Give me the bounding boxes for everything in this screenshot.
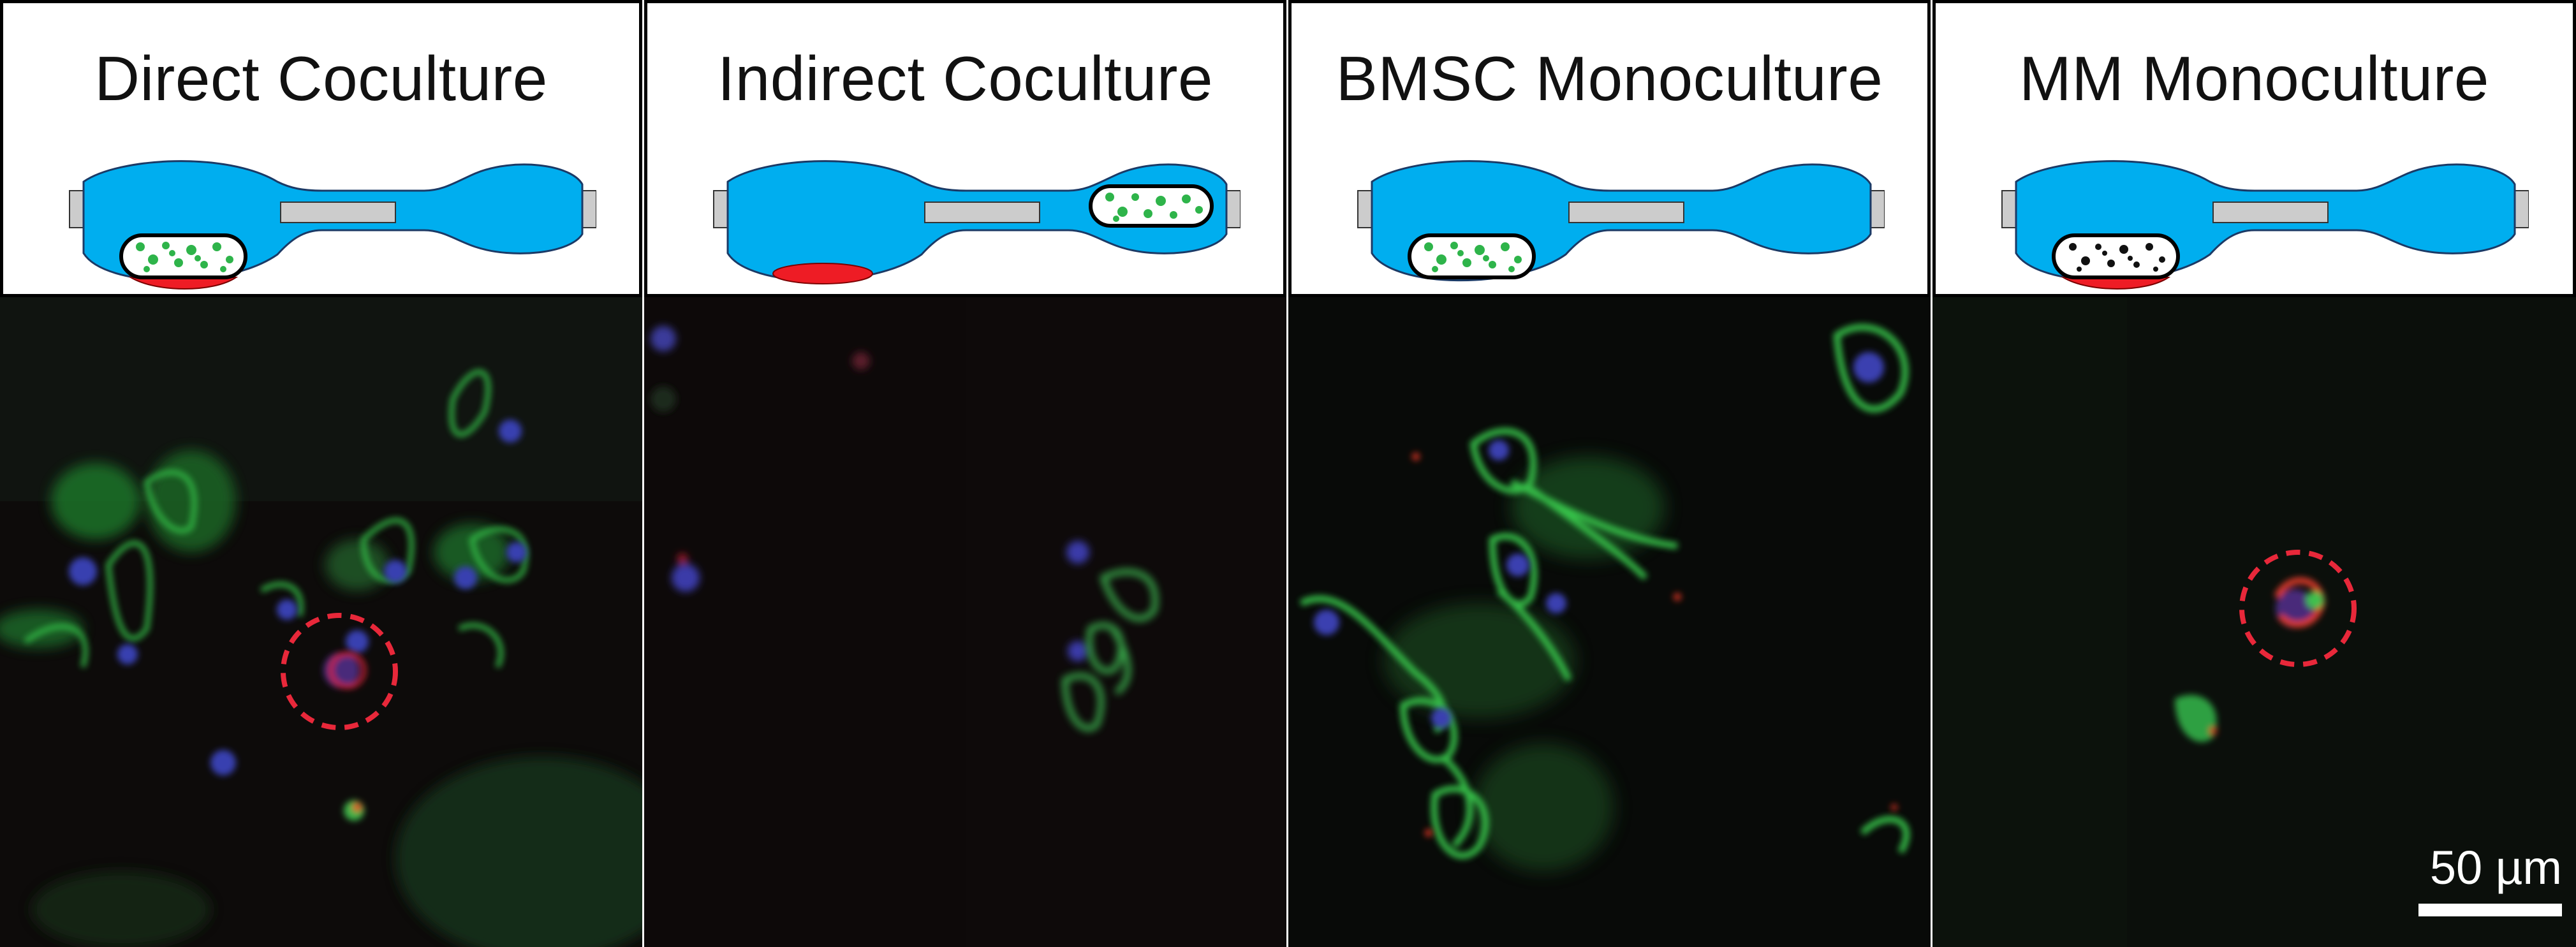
mm-cell-highlight-circle	[2239, 550, 2357, 667]
panel-title: BMSC Monoculture	[1336, 43, 1883, 114]
fluorescence-micrograph	[644, 297, 1286, 947]
panel-indirect-coculture: Indirect Coculture	[644, 0, 1286, 947]
bioreactor-schematic	[2001, 160, 2529, 290]
panel-title: MM Monoculture	[2019, 43, 2489, 114]
mm-cell-highlight-circle	[281, 613, 398, 730]
panel-header: MM Monoculture	[1932, 0, 2576, 297]
bioreactor-schematic	[69, 160, 596, 290]
bioreactor-schematic	[713, 160, 1240, 284]
bmsc-scaffold	[1408, 233, 1536, 279]
mm-cell-layer	[772, 263, 873, 284]
fluorescence-micrograph	[1288, 297, 1931, 947]
panel-mm-monoculture: MM Monoculture	[1932, 0, 2576, 947]
panel-title: Direct Coculture	[94, 43, 548, 114]
scale-bar	[2418, 904, 2562, 916]
empty-scaffold	[2052, 233, 2180, 279]
mm-cell-layer	[128, 277, 239, 290]
fluorescence-micrograph: 50 µm	[1932, 297, 2576, 947]
bmsc-scaffold	[1089, 184, 1214, 228]
panel-header: Indirect Coculture	[644, 0, 1286, 297]
panel-header: Direct Coculture	[0, 0, 642, 297]
scale-bar-label: 50 µm	[2429, 841, 2562, 894]
panel-header: BMSC Monoculture	[1288, 0, 1931, 297]
bmsc-scaffold	[119, 233, 247, 279]
bioreactor-schematic	[1357, 160, 1885, 282]
panel-title: Indirect Coculture	[717, 43, 1214, 114]
panel-direct-coculture: Direct Coculture	[0, 0, 642, 947]
panel-bmsc-monoculture: BMSC Monoculture	[1288, 0, 1931, 947]
mm-cell-layer	[2061, 277, 2171, 290]
fluorescence-micrograph	[0, 297, 642, 947]
